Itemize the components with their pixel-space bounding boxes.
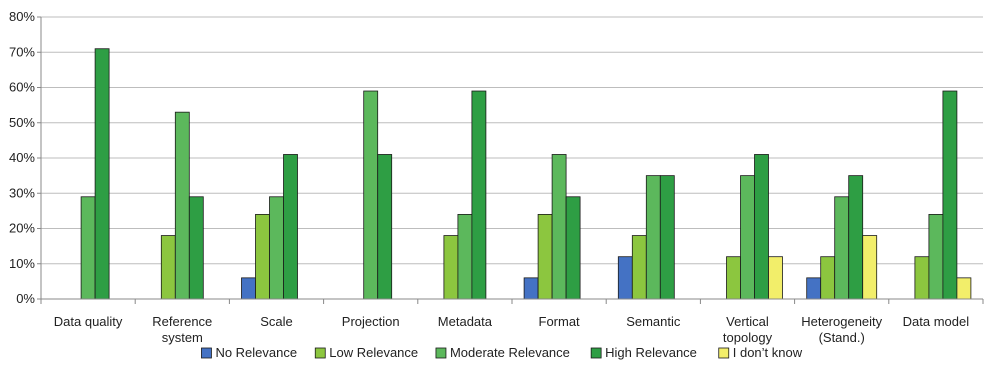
legend-swatch xyxy=(718,347,730,359)
bar xyxy=(443,235,459,300)
bar xyxy=(94,48,110,300)
bar xyxy=(740,175,755,300)
bar xyxy=(956,277,972,300)
bar xyxy=(377,154,393,300)
legend-label: I don’t know xyxy=(733,345,803,360)
bar xyxy=(523,277,539,300)
bar xyxy=(914,256,930,300)
bar xyxy=(726,256,741,300)
bar xyxy=(241,277,256,300)
bar xyxy=(565,196,581,300)
bar xyxy=(80,196,96,300)
x-tick-label: Format xyxy=(539,314,581,329)
bar xyxy=(617,256,633,300)
y-tick-label: 20% xyxy=(9,221,35,236)
y-tick-label: 50% xyxy=(9,115,35,130)
legend-label: Moderate Relevance xyxy=(450,345,570,360)
bar xyxy=(848,175,864,300)
bar xyxy=(862,235,878,300)
x-tick-label: Data model xyxy=(903,314,970,329)
bar xyxy=(471,90,487,300)
x-axis: Data quality Reference system Scale Projecti… xyxy=(40,298,984,345)
bar xyxy=(174,111,190,300)
bar xyxy=(806,277,822,300)
y-axis: 0% 10% 20% 30% 40% 50% 60% 70% 80% xyxy=(9,9,42,306)
legend-label: No Relevance xyxy=(215,345,297,360)
legend-label: High Relevance xyxy=(605,345,697,360)
bar xyxy=(659,175,675,300)
bar xyxy=(551,154,567,300)
bar xyxy=(188,196,204,300)
x-tick-label: Data quality xyxy=(54,314,123,329)
bar xyxy=(768,256,783,300)
bar xyxy=(942,90,958,300)
bars xyxy=(80,48,972,300)
legend-swatch xyxy=(590,347,602,359)
bar xyxy=(363,90,379,300)
bar xyxy=(255,213,270,300)
bar xyxy=(645,175,661,300)
bar xyxy=(457,213,473,300)
bar xyxy=(537,213,553,300)
bar xyxy=(820,256,836,300)
y-tick-label: 10% xyxy=(9,256,35,271)
y-tick-label: 80% xyxy=(9,9,35,24)
bar xyxy=(834,196,850,300)
legend-swatch xyxy=(201,347,212,359)
x-tick-label: Reference system xyxy=(152,314,212,345)
x-tick-label: Semantic xyxy=(626,314,681,329)
legend-swatch xyxy=(314,347,326,359)
legend-label: Low Relevance xyxy=(329,345,418,360)
bar xyxy=(160,235,176,300)
bar xyxy=(754,154,769,300)
legend: No Relevance Low Relevance Moderate Releva… xyxy=(201,345,803,360)
bar xyxy=(631,235,647,300)
bar xyxy=(928,213,944,300)
x-tick-label: Heterogeneity (Stand.) xyxy=(801,314,882,345)
y-tick-label: 0% xyxy=(16,291,35,306)
y-tick-label: 60% xyxy=(9,80,35,95)
x-tick-label: Projection xyxy=(342,314,400,329)
bar xyxy=(283,154,298,300)
y-tick-label: 70% xyxy=(9,44,35,59)
x-tick-label: Vertical topology xyxy=(723,314,773,345)
y-tick-label: 40% xyxy=(9,150,35,165)
bar xyxy=(269,196,284,300)
x-tick-label: Scale xyxy=(260,314,293,329)
legend-swatch xyxy=(435,347,447,359)
x-tick-label: Metadata xyxy=(438,314,493,329)
y-tick-label: 30% xyxy=(9,185,35,200)
